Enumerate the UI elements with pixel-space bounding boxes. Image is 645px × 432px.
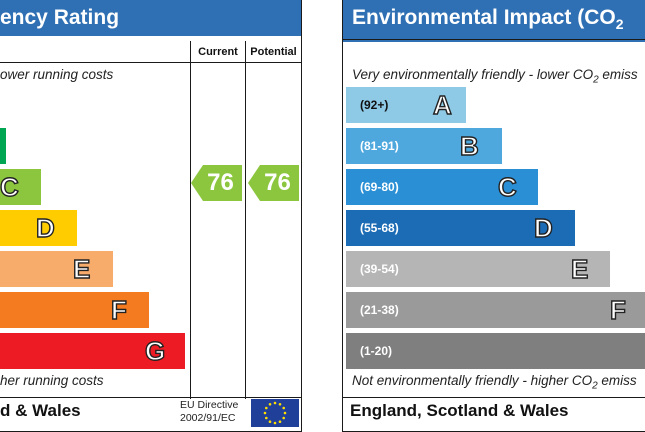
- energy-footer-line: [0, 397, 301, 398]
- environmental-band-d: (55-68) D: [346, 210, 575, 246]
- environmental-top-note-end: emiss: [598, 67, 638, 82]
- energy-band-e: E: [0, 251, 113, 287]
- environmental-top-note-sub: 2: [593, 74, 599, 86]
- environmental-band-range: (21-38): [360, 303, 399, 317]
- energy-col-potential: Potential: [250, 46, 297, 58]
- environmental-bottom-note-text: Not environmentally friendly - higher CO: [352, 373, 593, 388]
- environmental-footer-line: [343, 397, 645, 398]
- environmental-band-e: (39-54) E: [346, 251, 610, 287]
- arrow-shape-icon: [191, 165, 242, 201]
- energy-title-text: ency Rating: [0, 6, 120, 29]
- energy-band-d: D: [0, 210, 77, 246]
- energy-band-c: C: [0, 169, 41, 205]
- environmental-band-c: (69-80) C: [346, 169, 538, 205]
- energy-divider-1: [190, 41, 191, 399]
- energy-header-line: [0, 62, 301, 63]
- environmental-band-g: (1-20): [346, 333, 645, 369]
- environmental-band-range: (81-91): [360, 139, 399, 153]
- environmental-header-line: [343, 39, 645, 40]
- environmental-band-range: (39-54): [360, 262, 399, 276]
- energy-panel-title: ency Rating: [0, 0, 301, 36]
- energy-band-letter: G: [144, 335, 166, 366]
- energy-bottom-note: her running costs: [0, 373, 104, 388]
- energy-band-letter: C: [0, 171, 19, 202]
- eu-flag-icon: [251, 399, 299, 427]
- energy-potential-arrow: 76: [248, 165, 299, 201]
- energy-divider-2: [245, 41, 246, 399]
- energy-band-letter: E: [72, 253, 91, 284]
- environmental-band-letter: D: [533, 212, 553, 243]
- energy-band-letter: F: [110, 294, 127, 325]
- arrow-shape-icon: [248, 165, 299, 201]
- environmental-band-letter: F: [609, 294, 626, 325]
- environmental-band-range: (69-80): [360, 180, 399, 194]
- environmental-band-f: (21-38) F: [346, 292, 645, 328]
- environmental-title-text: Environmental Impact (CO: [352, 6, 616, 29]
- eu-directive-line1: EU Directive: [180, 399, 239, 411]
- environmental-top-note-text: Very environmentally friendly - lower CO: [352, 67, 594, 82]
- energy-band-g: G: [0, 333, 185, 369]
- environmental-band-letter: B: [459, 130, 479, 161]
- environmental-band-range: (1-20): [360, 344, 393, 358]
- environmental-band-b: (81-91) B: [346, 128, 502, 164]
- eu-directive-text: EU Directive 2002/91/EC: [180, 399, 248, 425]
- energy-current-value: 76: [207, 169, 234, 196]
- environmental-bottom-note-end: emiss: [597, 373, 637, 388]
- environmental-title-sub: 2: [615, 16, 624, 33]
- environmental-band-letter: E: [570, 253, 589, 284]
- energy-current-arrow: 76: [191, 165, 242, 201]
- environmental-bottom-note: Not environmentally friendly - higher CO…: [352, 373, 645, 392]
- energy-band-b: [0, 128, 6, 164]
- energy-footer-region: d & Wales: [0, 401, 81, 420]
- energy-band-f: F: [0, 292, 149, 328]
- environmental-panel-title: Environmental Impact (CO2: [343, 0, 645, 43]
- energy-band-letter: D: [35, 212, 55, 243]
- environmental-footer-region: England, Scotland & Wales: [350, 401, 569, 420]
- environmental-band-range: (92+): [360, 98, 389, 112]
- energy-top-note: ower running costs: [0, 67, 114, 82]
- energy-potential-value: 76: [264, 169, 291, 196]
- energy-col-current: Current: [198, 46, 238, 58]
- environmental-band-range: (55-68): [360, 221, 399, 235]
- environmental-top-note: Very environmentally friendly - lower CO…: [352, 67, 645, 86]
- environmental-band-letter: A: [432, 89, 452, 120]
- environmental-band-letter: C: [497, 171, 517, 202]
- environmental-bottom-note-sub: 2: [592, 380, 598, 392]
- eu-directive-line2: 2002/91/EC: [180, 412, 236, 424]
- environmental-band-a: (92+) A: [346, 87, 466, 123]
